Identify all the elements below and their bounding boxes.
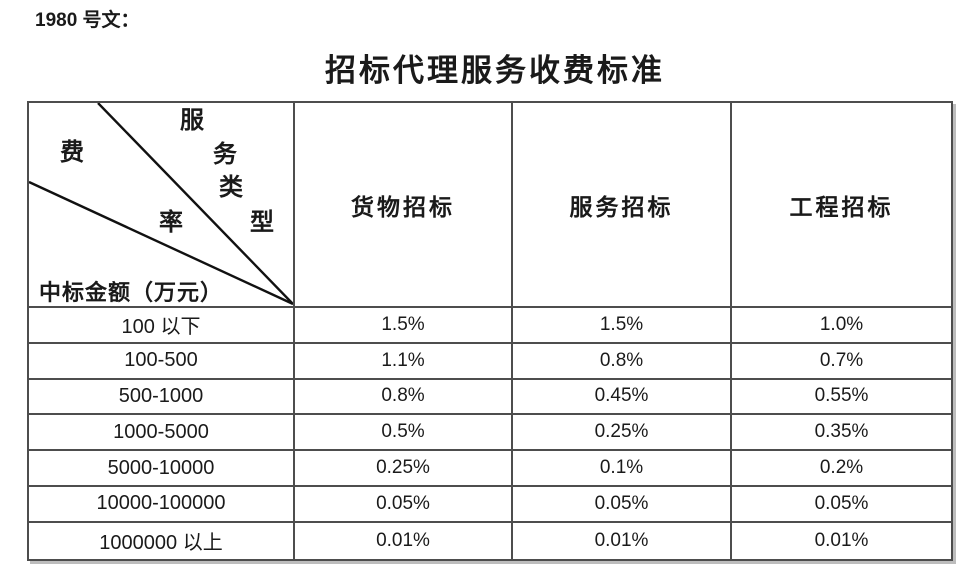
fee-value: 1.1% bbox=[295, 343, 513, 380]
col-header-engineering: 工程招标 bbox=[732, 103, 951, 308]
doc-ref: 1980 号文： bbox=[35, 10, 140, 31]
row-label: 1000000 以上 bbox=[29, 522, 295, 559]
fee-value: 0.1% bbox=[513, 451, 732, 487]
corner-label-service-type-char: 服 bbox=[180, 108, 204, 134]
page-title: 招标代理服务收费标准 bbox=[325, 53, 665, 88]
fee-value: 0.25% bbox=[295, 451, 513, 487]
fee-value: 0.8% bbox=[513, 343, 732, 380]
fee-value: 0.05% bbox=[295, 486, 513, 523]
fee-value: 0.05% bbox=[732, 487, 951, 523]
fee-value: 0.05% bbox=[513, 486, 732, 523]
corner-label-fee-rate-char: 率 bbox=[159, 210, 183, 236]
diagonal-lines bbox=[29, 103, 293, 306]
row-label: 100-500 bbox=[29, 343, 295, 380]
fee-value: 0.2% bbox=[732, 451, 951, 487]
row-label: 5000-10000 bbox=[29, 451, 295, 487]
corner-label-fee-rate-char: 费 bbox=[60, 140, 84, 166]
corner-label-service-type-char: 型 bbox=[250, 210, 274, 236]
row-label: 10000-100000 bbox=[29, 486, 295, 523]
corner-header-cell: 服 务 类 型 费 率 中标金额（万元） bbox=[29, 103, 295, 308]
fee-value: 0.5% bbox=[295, 415, 513, 452]
fee-table: 服 务 类 型 费 率 中标金额（万元） 货物招标 服务招标 工程招标 100 … bbox=[27, 101, 953, 561]
fee-value: 0.45% bbox=[513, 379, 732, 416]
diagonal-line-upper bbox=[97, 103, 293, 305]
corner-label-service-type-char: 务 bbox=[213, 142, 237, 168]
row-label: 500-1000 bbox=[29, 379, 295, 416]
fee-value: 1.5% bbox=[295, 308, 513, 344]
row-label: 1000-5000 bbox=[29, 415, 295, 452]
col-header-goods: 货物招标 bbox=[295, 103, 513, 308]
fee-value: 0.01% bbox=[814, 529, 869, 551]
fee-value: 0.35% bbox=[732, 415, 951, 452]
fee-value: 0.7% bbox=[732, 344, 951, 380]
fee-value: 0.25% bbox=[513, 415, 732, 452]
diagonal-line-lower bbox=[29, 180, 293, 306]
row-label: 100 以下 bbox=[29, 308, 295, 344]
fee-value: 0.01% bbox=[513, 522, 732, 559]
col-header-service: 服务招标 bbox=[513, 103, 732, 308]
corner-label-service-type-char: 类 bbox=[219, 175, 243, 201]
corner-label-amount: 中标金额（万元） bbox=[39, 280, 224, 305]
fee-value: 1.0% bbox=[732, 308, 951, 344]
fee-value: 1.5% bbox=[513, 308, 732, 344]
fee-value: 0.01% bbox=[295, 522, 513, 559]
fee-value: 0.8% bbox=[295, 379, 513, 416]
fee-value: 0.55% bbox=[732, 380, 951, 416]
